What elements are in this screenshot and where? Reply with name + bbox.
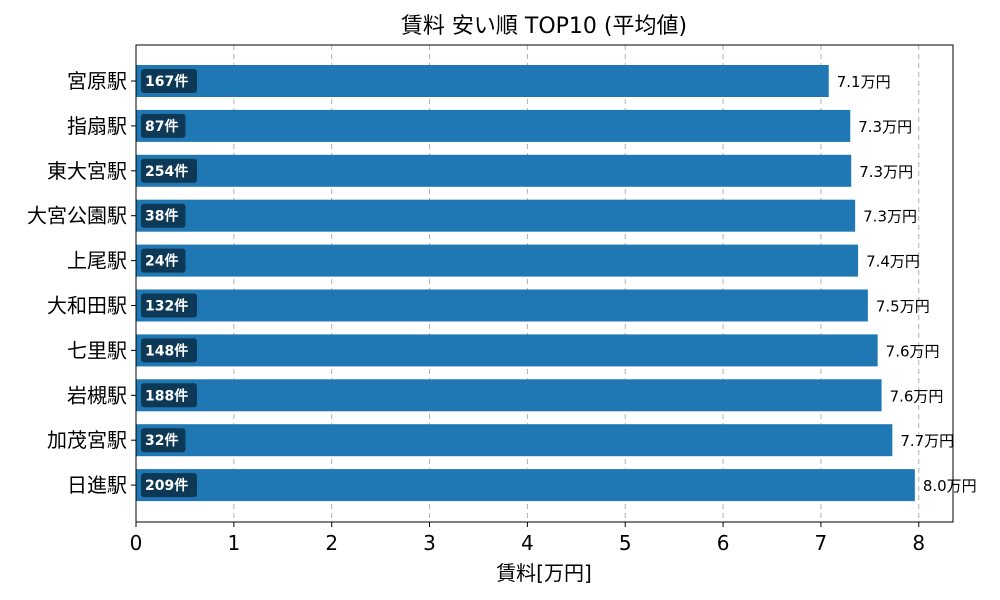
count-label-1: 87件 [145, 118, 178, 135]
count-label-4: 24件 [145, 253, 178, 270]
x-tick-label-4: 4 [521, 531, 534, 555]
count-label-3: 38件 [145, 208, 178, 225]
value-label-2: 7.3万円 [859, 163, 913, 181]
count-label-0: 167件 [145, 73, 188, 90]
value-label-7: 7.6万円 [890, 387, 944, 405]
bar-3 [136, 199, 856, 232]
bar-4 [136, 244, 859, 277]
x-tick-label-2: 2 [325, 531, 338, 555]
y-tick-label-8: 加茂宮駅 [47, 428, 127, 452]
count-badge-5 [141, 293, 197, 318]
bar-8 [136, 424, 893, 457]
y-tick-label-5: 大和田駅 [47, 294, 127, 318]
x-tick-label-0: 0 [130, 531, 143, 555]
count-label-7: 188件 [145, 387, 188, 404]
bar-7 [136, 379, 882, 412]
bars: 167件 7.1万円 87件 7.3万円 254件 7.3万円 38件 7.3万円 24件 7.4… [136, 65, 977, 502]
bar-1 [136, 109, 851, 142]
bar-0 [136, 65, 829, 97]
x-tick-label-5: 5 [619, 531, 632, 555]
count-badge-0 [141, 69, 197, 93]
bar-6 [136, 334, 878, 367]
count-label-6: 148件 [145, 342, 188, 359]
y-tick-label-2: 東大宮駅 [47, 159, 127, 183]
count-badge-9 [141, 473, 197, 498]
y-tick-label-4: 上尾駅 [67, 249, 127, 273]
value-label-5: 7.5万円 [876, 298, 930, 316]
count-badge-3 [141, 203, 186, 228]
y-tick-label-0: 宮原駅 [67, 69, 127, 93]
x-tick-label-7: 7 [815, 531, 828, 555]
count-badge-7 [141, 383, 197, 408]
x-tick-label-1: 1 [227, 531, 240, 555]
y-tick-label-6: 七里駅 [67, 338, 127, 362]
bar-2 [136, 154, 852, 187]
chart-title: 賃料 安い順 TOP10 (平均値) [401, 14, 687, 39]
y-tick-label-7: 岩槻駅 [67, 383, 127, 407]
count-badge-8 [141, 428, 186, 453]
x-axis-label: 賃料[万円] [496, 561, 592, 585]
y-tick-label-1: 指扇駅 [67, 114, 127, 138]
plot-frame [135, 44, 954, 523]
value-label-1: 7.3万円 [858, 118, 912, 136]
count-label-2: 254件 [145, 163, 188, 180]
value-label-3: 7.3万円 [863, 208, 917, 226]
value-label-0: 7.1万円 [837, 73, 891, 91]
count-label-9: 209件 [145, 477, 188, 494]
x-tick-label-8: 8 [912, 531, 925, 555]
y-tick-label-3: 大宮公園駅 [27, 204, 127, 228]
x-tick-label-3: 3 [423, 531, 436, 555]
value-label-4: 7.4万円 [866, 253, 920, 271]
count-badge-6 [141, 338, 197, 363]
bar-9 [136, 469, 915, 502]
count-badge-2 [141, 158, 197, 183]
value-label-9: 8.0万円 [923, 477, 977, 495]
x-tick-label-6: 6 [717, 531, 730, 555]
bar-5 [136, 289, 868, 322]
count-label-5: 132件 [145, 298, 188, 315]
count-badge-1 [141, 113, 186, 138]
value-label-8: 7.7万円 [900, 432, 954, 450]
y-tick-label-9: 日進駅 [67, 473, 127, 497]
count-badge-4 [141, 248, 186, 273]
count-label-8: 32件 [145, 432, 178, 449]
value-label-6: 7.6万円 [886, 342, 940, 360]
